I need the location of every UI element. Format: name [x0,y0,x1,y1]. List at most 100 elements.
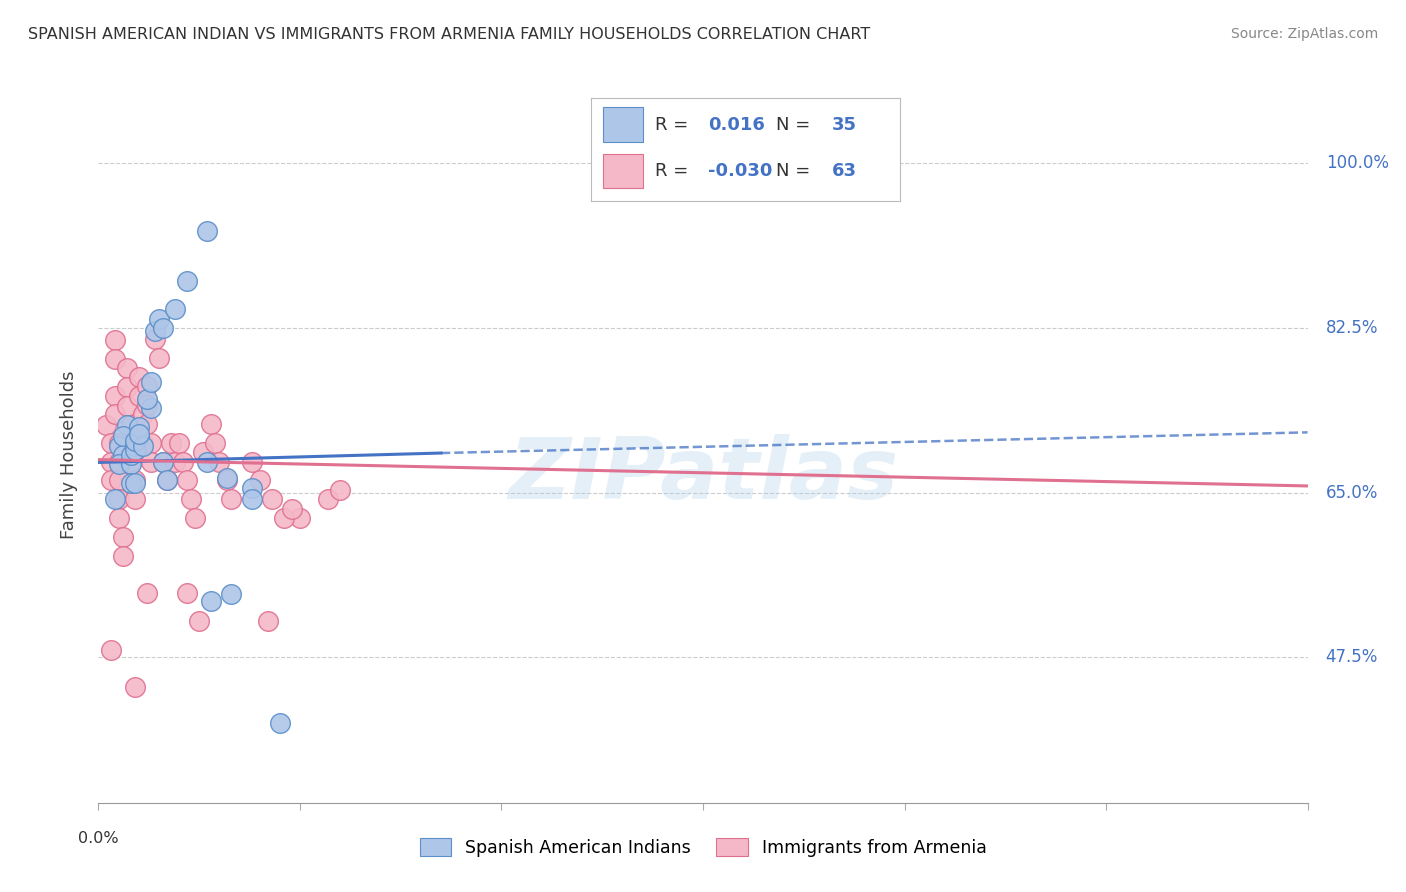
Point [120,448,142,462]
Point [135,586,157,600]
Text: R =: R = [655,162,689,180]
Text: 0.016: 0.016 [709,116,765,134]
Point [103,492,125,507]
Point [124,680,146,694]
Text: 35: 35 [832,116,856,134]
Point [329,483,352,497]
Point [100,473,122,487]
Point [184,511,207,525]
Point [124,443,146,458]
Point [120,476,142,491]
Point [132,438,155,452]
Point [249,473,271,487]
Point [107,438,129,452]
Point [156,473,179,487]
Point [148,351,170,365]
Point [160,435,183,450]
Point [132,435,155,450]
Point [132,408,155,422]
Point [107,435,129,450]
Point [135,392,157,406]
Point [111,448,134,462]
Point [172,454,194,468]
Point [103,389,125,403]
Point [176,586,198,600]
Point [240,481,263,495]
Point [107,454,129,468]
Point [217,473,239,487]
Point [176,473,198,487]
Text: N =: N = [776,162,810,180]
Point [180,492,202,507]
Point [204,435,226,450]
Point [240,454,263,468]
Point [120,458,142,472]
Point [120,454,142,468]
Point [200,417,222,431]
Point [115,361,138,376]
Point [240,492,263,507]
Text: 100.0%: 100.0% [1326,154,1389,172]
Point [107,511,129,525]
Point [152,321,174,335]
Point [124,438,146,452]
Point [260,492,283,507]
Point [156,473,179,487]
Point [128,427,150,442]
Point [316,492,339,507]
Point [100,435,122,450]
Point [124,476,146,491]
Point [128,370,150,384]
Point [281,501,304,516]
Point [139,454,162,468]
Point [163,302,186,317]
Text: 65.0%: 65.0% [1326,483,1378,501]
Text: Source: ZipAtlas.com: Source: ZipAtlas.com [1230,27,1378,41]
Point [111,429,134,443]
Text: -0.030: -0.030 [709,162,772,180]
Point [135,417,157,431]
Text: N =: N = [776,116,810,134]
Point [103,408,125,422]
Point [221,587,243,601]
Point [111,530,134,544]
Point [221,492,243,507]
Point [115,380,138,394]
Point [148,311,170,326]
Point [103,333,125,347]
Legend: Spanish American Indians, Immigrants from Armenia: Spanish American Indians, Immigrants fro… [412,831,994,863]
Point [120,435,142,450]
Point [152,454,174,468]
Point [188,615,211,629]
Point [107,458,129,472]
Point [107,492,129,507]
Point [208,454,231,468]
Point [273,511,295,525]
Text: 47.5%: 47.5% [1326,648,1378,666]
Point [176,274,198,288]
Point [120,417,142,432]
Y-axis label: Family Households: Family Households [59,371,77,539]
Point [128,429,150,443]
Point [124,473,146,487]
Point [152,454,174,468]
Point [195,454,218,468]
Point [269,715,291,730]
Point [128,419,150,434]
Point [111,549,134,563]
Point [163,454,186,468]
Point [167,435,190,450]
Text: 0.0%: 0.0% [79,830,118,846]
Point [115,399,138,413]
Point [288,511,311,525]
Point [96,417,118,432]
Point [124,434,146,448]
Point [195,224,218,238]
Point [143,332,166,346]
FancyBboxPatch shape [603,153,643,188]
Text: R =: R = [655,116,689,134]
Point [139,435,162,450]
Point [193,445,215,459]
Point [124,492,146,507]
Point [217,471,239,485]
